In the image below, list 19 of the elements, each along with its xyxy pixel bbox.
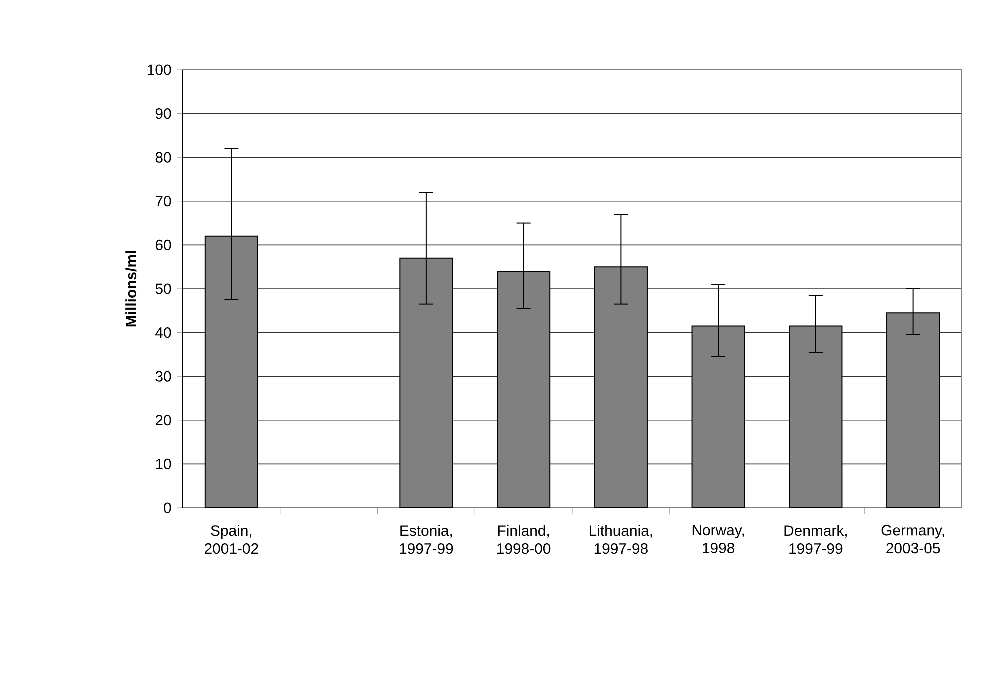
x-tick-label: Denmark, 1997-99: [784, 525, 847, 554]
y-tick-label: 100: [148, 64, 172, 76]
y-tick-label: 0: [164, 502, 172, 514]
x-tick-label: Lithuania, 1997-98: [590, 525, 652, 554]
x-tick-label: Norway, 1998: [692, 525, 744, 554]
x-tick-label: Estonia, 1997-99: [400, 525, 454, 554]
y-axis-title: Millions/ml: [126, 251, 137, 327]
y-tick-label: 10: [156, 458, 172, 470]
x-tick-label: Finland, 1998-00: [498, 525, 551, 554]
y-tick-label: 50: [156, 284, 172, 294]
y-tick-label: 80: [156, 152, 172, 163]
x-tick-label: Spain, 2001-02: [205, 525, 258, 554]
y-tick-label: 20: [156, 415, 172, 426]
x-tick-label: Germany, 2003-05: [882, 525, 944, 554]
y-tick-label: 60: [156, 240, 172, 250]
y-tick-label: 70: [156, 196, 172, 207]
y-tick-label: 30: [156, 371, 172, 382]
y-tick-label: 40: [156, 328, 172, 338]
y-tick-label: 90: [156, 108, 172, 120]
